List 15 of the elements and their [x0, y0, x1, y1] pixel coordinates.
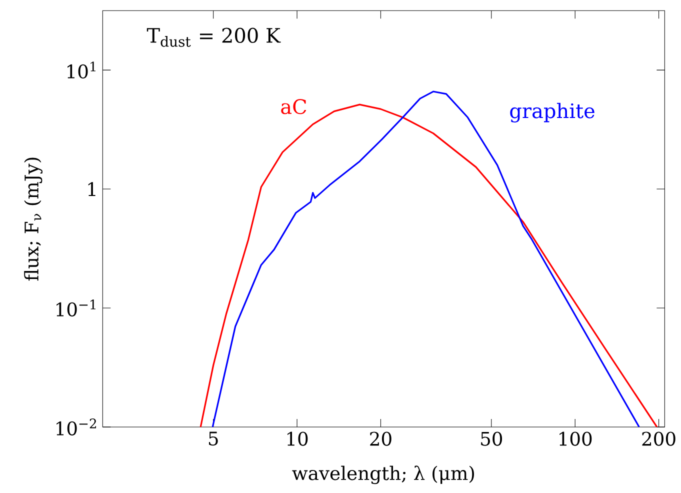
y-tick-label: 10$^{−2}$	[56, 418, 96, 436]
y-tick-label: 10$^{1}$	[68, 62, 96, 79]
x-tick-label: 5	[208, 432, 218, 446]
x-tick-label: 10	[287, 432, 308, 446]
x-tick-label: 20	[370, 432, 392, 446]
y-tick-label: 1	[88, 182, 96, 196]
y-tick-label: 10$^{−1}$	[56, 300, 96, 316]
annotation: T$_{dust}$ = 200 K	[146, 28, 281, 47]
x-tick-label: 100	[560, 432, 592, 446]
x-tick-label: 50	[481, 432, 502, 446]
series-label: aC	[281, 99, 306, 114]
series-label: graphite	[510, 102, 594, 122]
x-tick-label: 200	[642, 432, 676, 446]
x-axis-title: wavelength; λ (μm)	[292, 466, 474, 484]
y-axis-title: flux; F$_{ν}$ (mJy)	[24, 158, 42, 281]
